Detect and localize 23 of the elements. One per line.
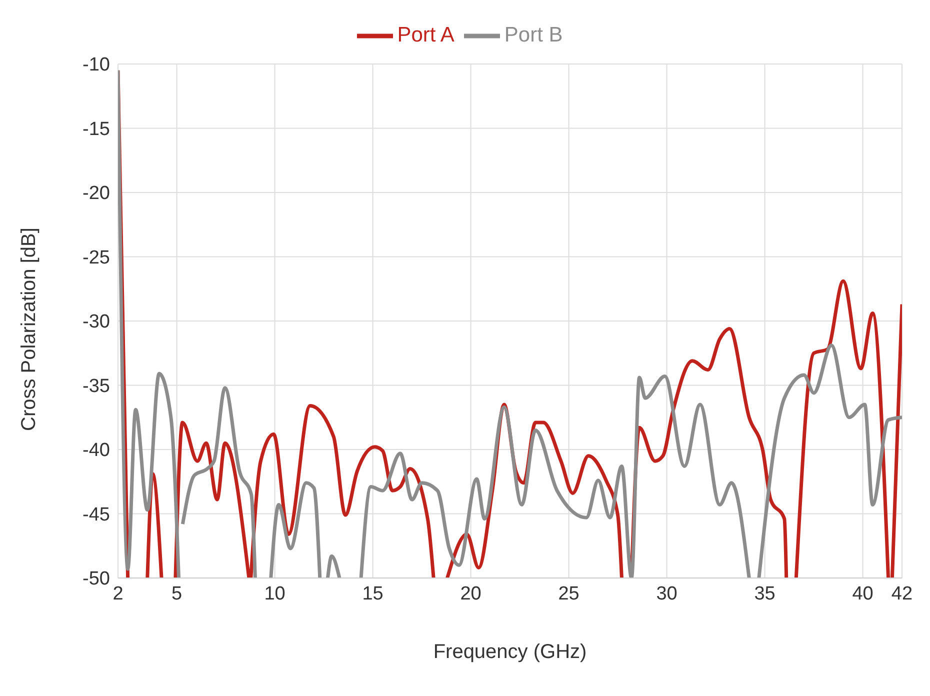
- y-tick-label: -35: [82, 376, 110, 397]
- y-tick-label: -25: [82, 247, 110, 268]
- x-tick-label: 25: [558, 583, 580, 604]
- x-tick-label: 10: [264, 583, 286, 604]
- y-tick-label: -20: [82, 183, 110, 204]
- x-tick-label: 30: [656, 583, 678, 604]
- legend-label: Port A: [397, 24, 454, 47]
- y-tick-label: -10: [82, 54, 110, 76]
- y-tick-label: -50: [82, 568, 110, 590]
- x-tick-label: 2: [112, 583, 124, 604]
- legend-label: Port B: [504, 24, 563, 47]
- x-tick-label: 42: [891, 583, 913, 604]
- x-tick-label: 35: [754, 583, 776, 604]
- x-axis-title: Frequency (GHz): [433, 641, 587, 663]
- x-tick-label: 40: [852, 583, 874, 604]
- y-tick-label: -45: [82, 504, 110, 526]
- y-tick-label: -40: [82, 440, 110, 462]
- x-tick-label: 20: [460, 583, 482, 604]
- y-tick-label: -30: [82, 312, 110, 333]
- x-tick-label: 15: [362, 583, 384, 604]
- y-axis-title: Cross Polarization [dB]: [18, 228, 40, 431]
- y-tick-label: -15: [82, 118, 110, 140]
- x-tick-label: 5: [172, 583, 182, 604]
